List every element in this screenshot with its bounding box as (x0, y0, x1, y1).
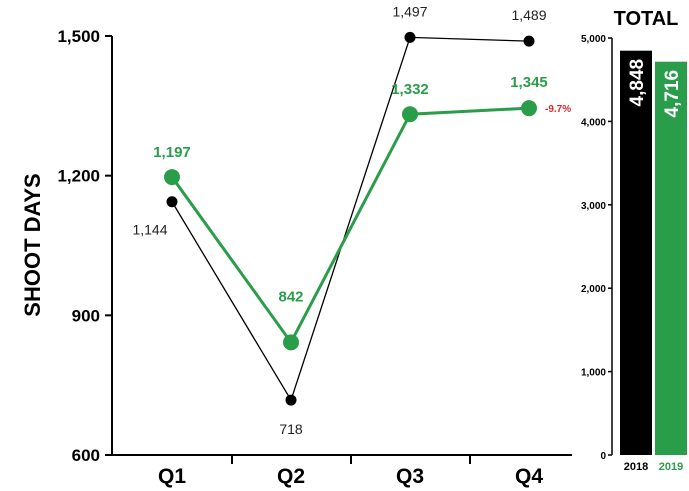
pct-change-annotation: -9.7% (545, 104, 571, 115)
data-label-2019: 1,332 (391, 81, 429, 98)
y-tick-label: 600 (72, 446, 100, 465)
y-tick-label: 1,500 (57, 27, 100, 46)
total-bars: 4,848 2018 4,716 2019 (620, 50, 687, 473)
point-2019 (521, 100, 537, 117)
total-bar-value: 4,716 (662, 70, 683, 118)
total-bar-2018 (620, 50, 652, 456)
total-bar-year-label: 2019 (659, 461, 683, 473)
x-tick-label: Q2 (277, 465, 305, 488)
x-tick-label: Q1 (158, 465, 186, 488)
point-2018 (523, 35, 535, 47)
data-label-2018: 1,497 (392, 3, 427, 19)
point-2018 (404, 31, 416, 43)
series-lines (170, 36, 530, 402)
total-bar-value: 4,848 (627, 59, 648, 107)
series-line-2018 (171, 36, 530, 402)
point-2018 (285, 394, 297, 406)
data-label-2018: 718 (279, 421, 303, 437)
total-tick-label: 1,000 (581, 368, 606, 379)
point-2018 (166, 196, 178, 208)
data-label-2019: 842 (278, 288, 303, 305)
total-tick-label: 5,000 (581, 34, 606, 45)
data-label-2018: 1,144 (132, 222, 167, 238)
total-ticks: 0 1,000 2,000 3,000 4,000 5,000 (581, 34, 612, 462)
point-2019 (402, 106, 418, 123)
total-tick-label: 3,000 (581, 201, 606, 212)
point-2019 (283, 334, 299, 351)
data-label-2019: 1,345 (510, 74, 548, 91)
total-bar-2019 (655, 61, 687, 455)
total-bar-year-label: 2018 (624, 461, 648, 473)
total-tick-label: 2,000 (581, 284, 606, 295)
y-ticks: 600 900 1,200 1,500 (57, 27, 112, 465)
series-line-2019 (170, 106, 530, 346)
x-ticks: Q1 Q2 Q3 Q4 (158, 455, 543, 488)
total-bar-chart: TOTAL 0 1,000 2,000 3,000 4,000 5,000 4,848 20… (581, 8, 687, 473)
y-tick-label: 900 (72, 306, 100, 325)
total-title: TOTAL (614, 8, 679, 30)
total-tick-label: 0 (600, 451, 606, 462)
x-tick-label: Q4 (515, 465, 543, 488)
x-tick-label: Q3 (396, 465, 424, 488)
point-2019 (164, 169, 180, 186)
series-points (164, 31, 537, 406)
data-label-2019: 1,197 (153, 144, 191, 161)
quarterly-line-chart: SHOOT DAYS 600 900 1,200 1,500 Q1 Q2 Q3 Q4 1,1… (20, 3, 572, 488)
point-labels: 1,144 718 1,497 1,489 1,197 842 1,332 1,345 (132, 3, 547, 437)
y-axis-label: SHOOT DAYS (20, 173, 45, 316)
data-label-2018: 1,489 (511, 7, 546, 23)
y-tick-label: 1,200 (57, 167, 100, 186)
total-tick-label: 4,000 (581, 117, 606, 128)
